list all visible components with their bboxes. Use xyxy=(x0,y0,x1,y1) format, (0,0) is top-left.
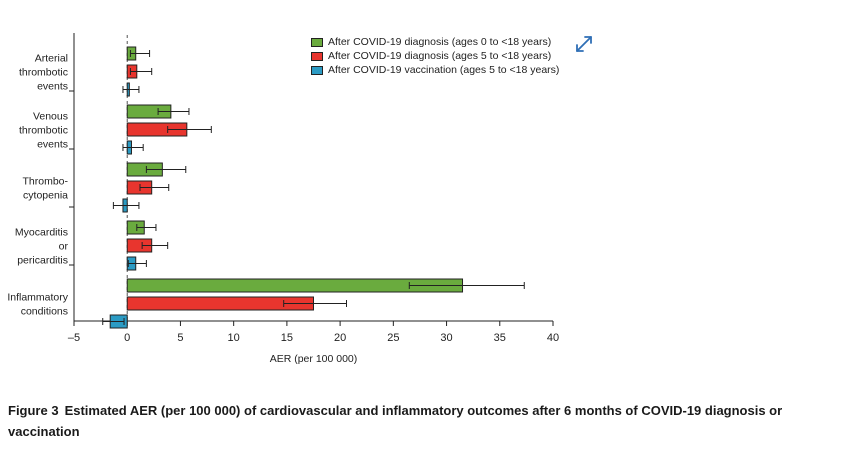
x-tick-label: 40 xyxy=(547,332,559,344)
x-tick-label: 35 xyxy=(494,332,506,344)
category-label: Venous xyxy=(33,111,68,123)
figure-caption: Figure 3 Estimated AER (per 100 000) of c… xyxy=(8,400,853,442)
x-axis-label: AER (per 100 000) xyxy=(270,353,358,365)
category-label: pericarditis xyxy=(17,255,68,267)
x-tick-label: 20 xyxy=(334,332,346,344)
legend-label-0: After COVID-19 diagnosis (ages 0 to <18 … xyxy=(328,36,552,48)
x-tick-label: 25 xyxy=(387,332,399,344)
legend-entry-2: After COVID-19 vaccination (ages 5 to <1… xyxy=(311,63,559,77)
expand-arrows-icon[interactable] xyxy=(574,34,594,54)
category-label: Myocarditis xyxy=(15,227,68,239)
category-label: Arterial xyxy=(35,53,68,65)
legend-swatch-2 xyxy=(311,65,323,75)
category-label: or xyxy=(59,241,69,253)
x-tick-label: 5 xyxy=(177,332,183,344)
category-label: cytopenia xyxy=(23,190,68,202)
x-tick-label: 15 xyxy=(281,332,293,344)
x-tick-label: 30 xyxy=(440,332,452,344)
legend-entry-0: After COVID-19 diagnosis (ages 0 to <18 … xyxy=(311,35,559,49)
category-label: Thrombo- xyxy=(22,176,68,188)
legend-label-1: After COVID-19 diagnosis (ages 5 to <18 … xyxy=(328,50,552,62)
legend-swatch-1 xyxy=(311,51,323,61)
category-label: events xyxy=(37,139,68,151)
chart-legend: After COVID-19 diagnosis (ages 0 to <18 … xyxy=(311,35,559,77)
figure-caption-text: Estimated AER (per 100 000) of cardiovas… xyxy=(8,403,783,439)
legend-label-2: After COVID-19 vaccination (ages 5 to <1… xyxy=(328,64,560,76)
x-tick-label: 10 xyxy=(228,332,240,344)
figure-label: Figure 3 xyxy=(8,403,59,418)
category-label: Inflammatory xyxy=(7,292,68,304)
legend-entry-1: After COVID-19 diagnosis (ages 5 to <18 … xyxy=(311,49,559,63)
x-tick-label: –5 xyxy=(68,332,80,344)
x-tick-label: 0 xyxy=(124,332,130,344)
category-label: events xyxy=(37,81,68,93)
category-label: thrombotic xyxy=(19,125,68,137)
bar-chart: –5 0 5 10 15 20 25 30 35 40 AER (per 100 000) Arter… xyxy=(7,33,559,365)
category-label: conditions xyxy=(21,306,68,318)
category-label: thrombotic xyxy=(19,67,68,79)
legend-swatch-0 xyxy=(311,37,323,47)
